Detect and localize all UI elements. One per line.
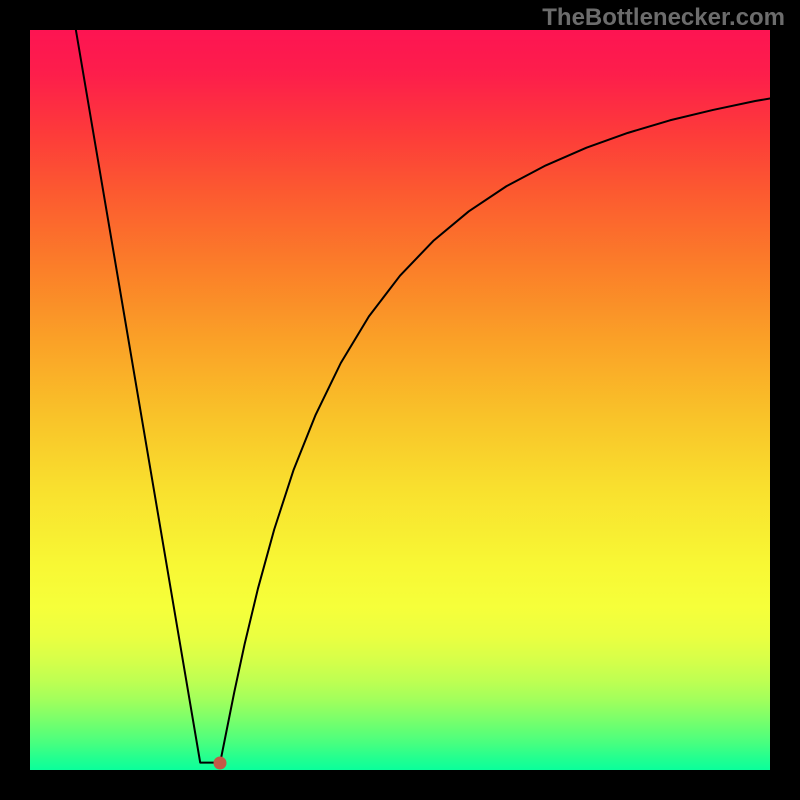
plot-area [30,30,770,770]
curve-path [76,30,770,763]
optimum-marker [214,757,227,770]
watermark-text: TheBottlenecker.com [542,4,785,32]
chart-container: TheBottlenecker.com [0,0,800,800]
bottleneck-curve [30,30,770,770]
